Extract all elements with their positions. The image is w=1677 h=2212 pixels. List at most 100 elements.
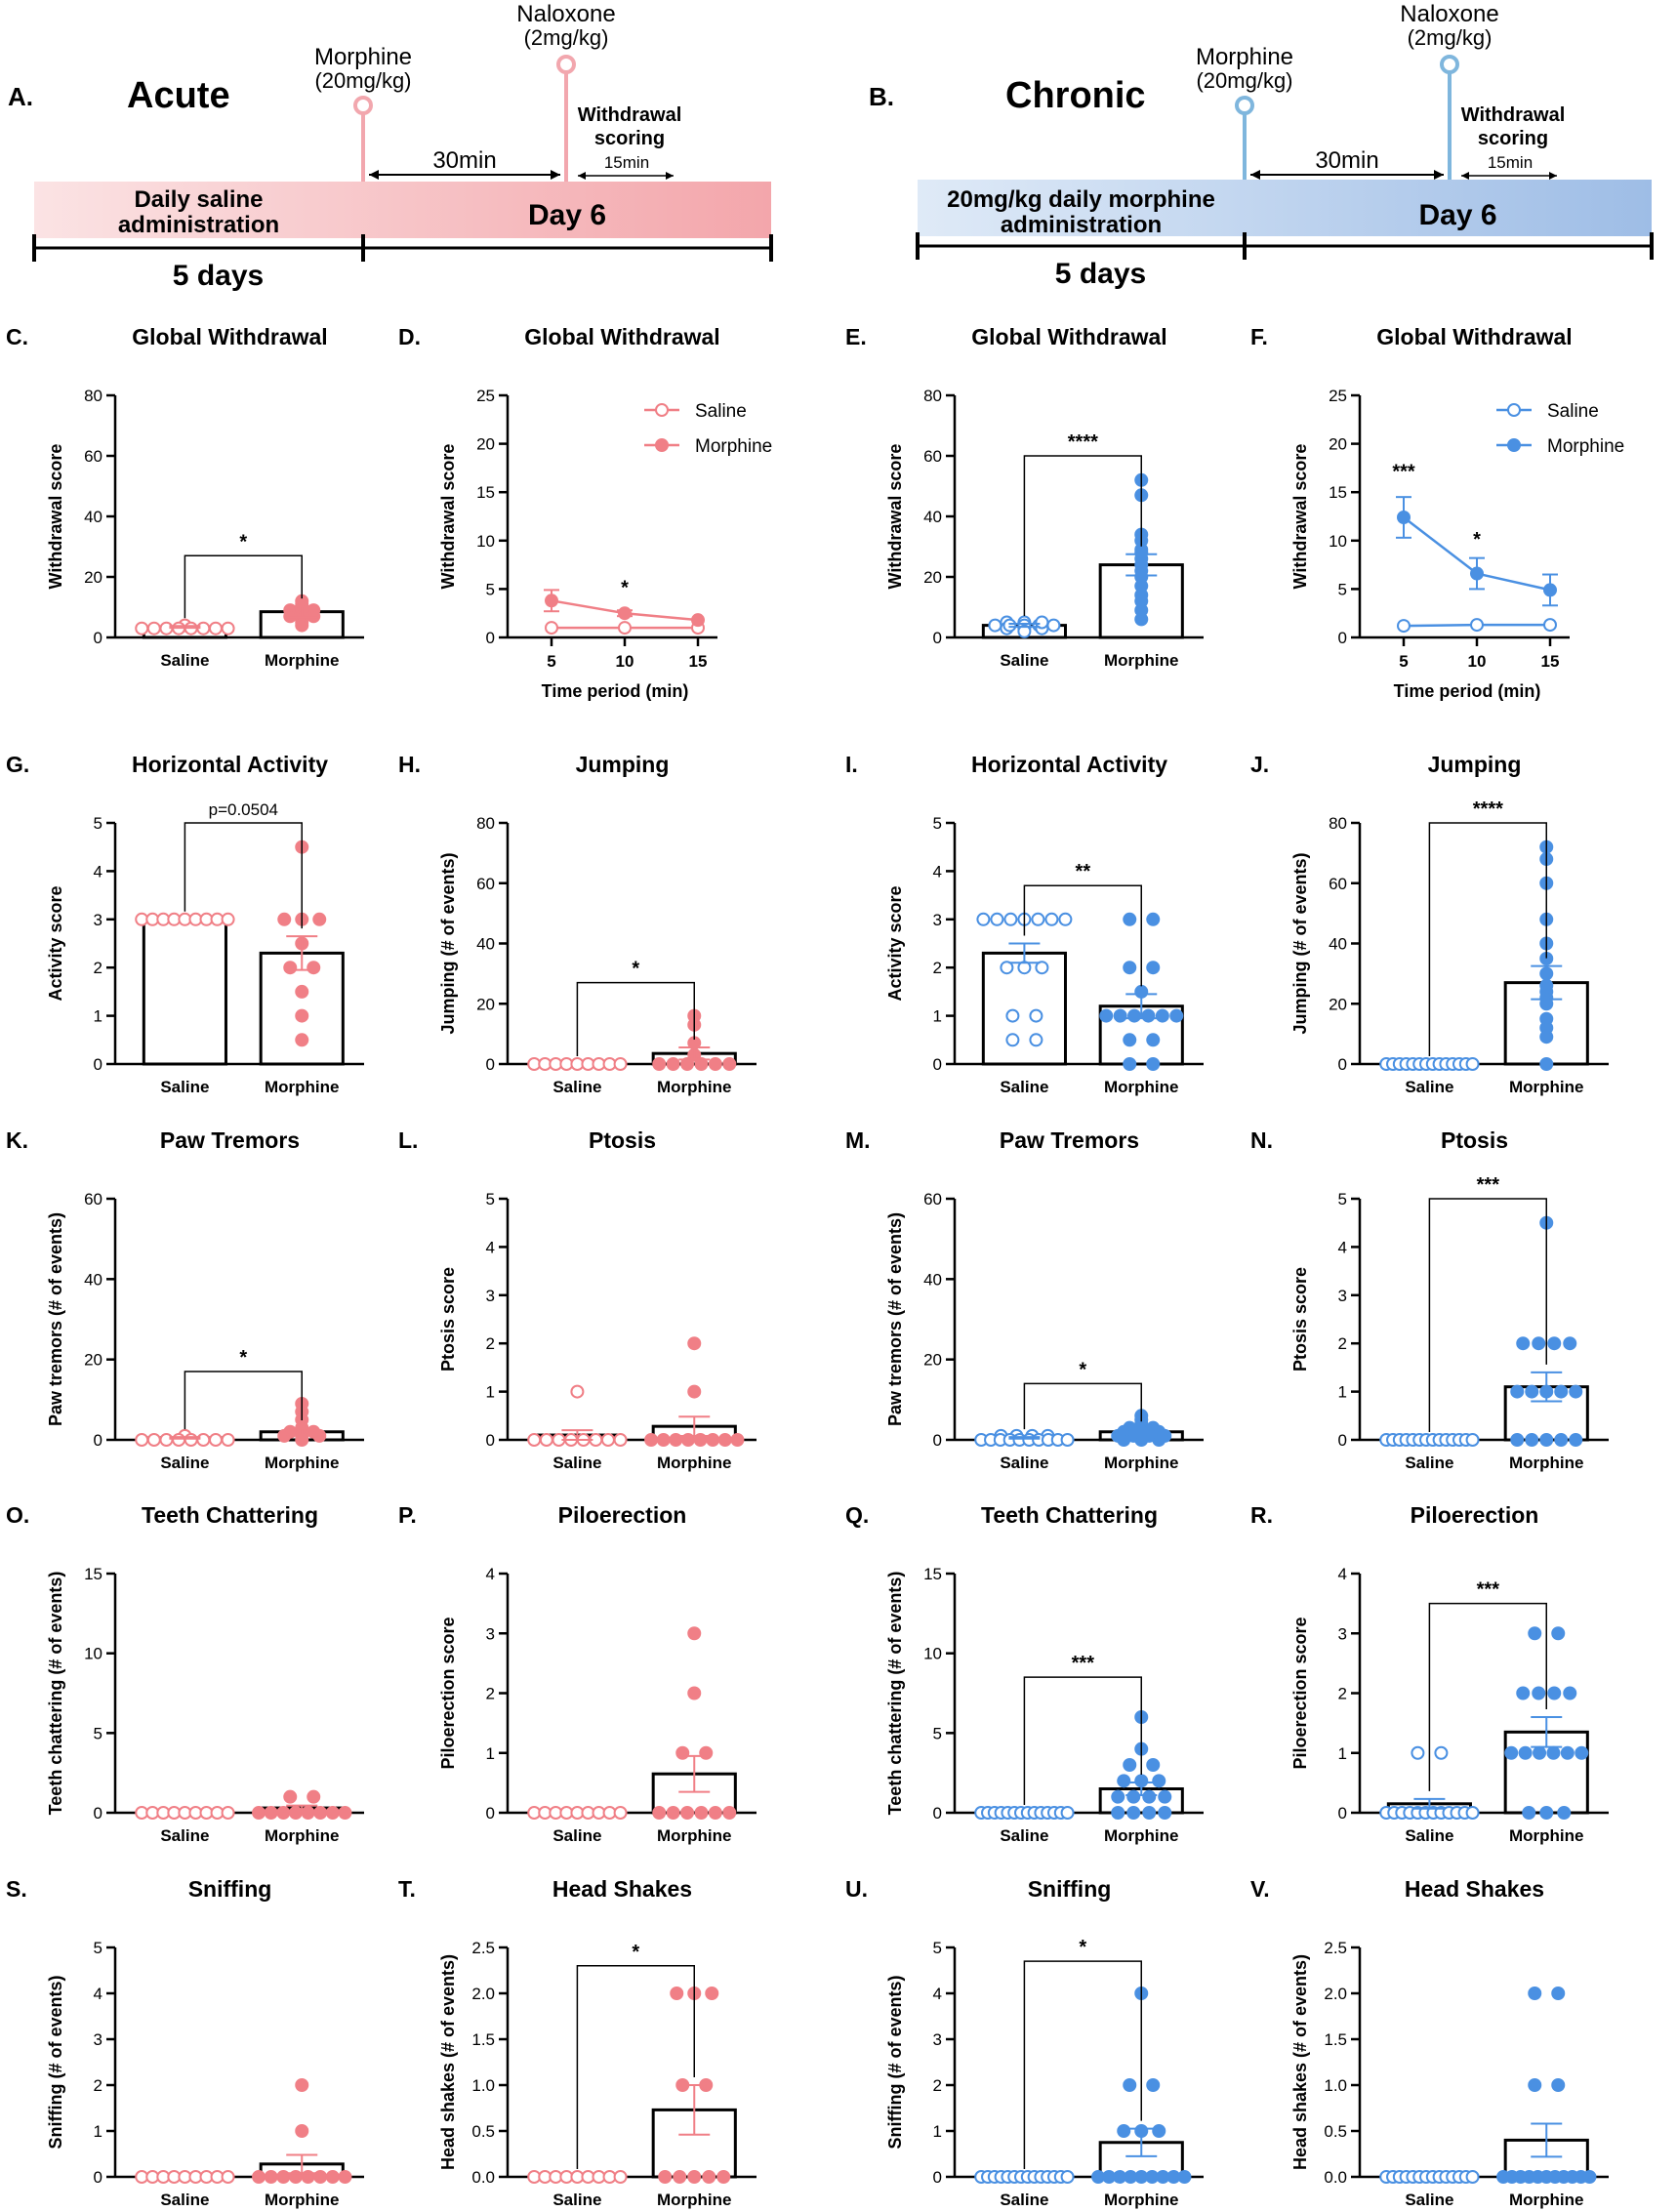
y-axis-label: Paw tremors (# of events) <box>46 1212 65 1426</box>
data-point <box>676 1747 688 1759</box>
y-axis-label: Teeth chattering (# of events) <box>885 1572 905 1816</box>
chart-title: Jumping <box>1428 752 1522 777</box>
panel-letter: I. <box>845 752 858 777</box>
data-point <box>541 1434 552 1446</box>
data-point <box>671 1987 682 1999</box>
y-tick-label: 3 <box>1338 1287 1347 1305</box>
y-axis-label: Activity score <box>46 885 65 1001</box>
data-point <box>314 1807 326 1819</box>
y-tick-label: 0 <box>94 1804 102 1823</box>
y-tick-label: 0.5 <box>1324 2122 1347 2141</box>
chart-title: Global Withdrawal <box>132 324 327 349</box>
x-tick-label: Morphine <box>265 1826 340 1845</box>
y-tick-label: 5 <box>94 1724 102 1742</box>
data-point <box>717 2171 729 2183</box>
y-tick-label: 20 <box>1329 435 1347 454</box>
y-tick-label: 1.5 <box>1324 2030 1347 2049</box>
data-point <box>703 2171 715 2183</box>
data-point <box>223 623 234 635</box>
baseline-label-2: administration <box>1001 212 1162 238</box>
y-tick-label: 15 <box>1329 483 1347 502</box>
data-point <box>1153 1434 1165 1446</box>
data-point <box>223 1807 234 1819</box>
y-tick-label: 5 <box>933 1939 942 1957</box>
data-point <box>253 2171 265 2183</box>
x-tick-label: Morphine <box>265 2191 340 2209</box>
x-tick-label: 10 <box>1468 652 1487 671</box>
y-tick-label: 0 <box>933 629 942 647</box>
y-tick-label: 3 <box>94 911 102 929</box>
data-point <box>1178 2171 1190 2183</box>
data-point <box>1471 619 1483 631</box>
data-point <box>290 1807 302 1819</box>
y-tick-label: 0.5 <box>471 2122 495 2141</box>
data-point <box>1128 1010 1140 1022</box>
data-point <box>1540 1434 1552 1446</box>
y-tick-label: 2 <box>486 1334 495 1353</box>
y-tick-label: 4 <box>486 1565 495 1583</box>
data-point <box>1124 1759 1135 1771</box>
y-tick-label: 40 <box>923 1270 942 1289</box>
y-tick-label: 1 <box>1338 1383 1347 1402</box>
y-axis-label: Jumping (# of events) <box>438 852 458 1034</box>
data-point <box>1159 1807 1170 1819</box>
data-point <box>528 1434 540 1446</box>
y-tick-label: 0 <box>1338 1804 1347 1823</box>
data-point <box>1552 1627 1564 1639</box>
y-tick-label: 60 <box>923 1190 942 1208</box>
timeline-title: Chronic <box>1005 75 1146 116</box>
data-point <box>148 1434 160 1446</box>
data-point <box>1471 568 1483 580</box>
y-tick-label: 15 <box>923 1565 942 1583</box>
data-point <box>1003 620 1015 632</box>
data-point <box>223 914 234 925</box>
y-tick-label: 15 <box>84 1565 102 1583</box>
data-point <box>1124 1034 1135 1045</box>
y-tick-label: 4 <box>933 1985 942 2003</box>
data-point <box>1533 1337 1544 1349</box>
y-tick-label: 0 <box>486 1431 495 1450</box>
data-point <box>1548 1337 1560 1349</box>
data-point <box>1135 1434 1147 1446</box>
y-axis-label: Head shakes (# of events) <box>1290 1954 1310 2170</box>
x-tick-label: 15 <box>1541 652 1560 671</box>
timeline-B: B. ChronicMorphine(20mg/kg)Naloxone(2mg/k… <box>869 1 1652 290</box>
baseline-label-2: administration <box>118 212 279 238</box>
significance-label: * <box>1473 529 1481 551</box>
chart-I: I. Horizontal Activity012345Activity scor… <box>845 752 1204 1096</box>
data-point <box>327 1807 339 1819</box>
data-point <box>710 1058 721 1070</box>
data-point <box>1045 914 1057 925</box>
interval-label: 30min <box>1315 147 1378 174</box>
x-tick-label: Saline <box>552 1454 601 1472</box>
y-tick-label: 40 <box>84 508 102 526</box>
chart-N: N. Ptosis012345Ptosis scoreSaline Morphine… <box>1250 1127 1609 1472</box>
panel-letter: B. <box>869 82 894 111</box>
y-tick-label: 1 <box>486 1744 495 1763</box>
data-point <box>1505 1747 1517 1759</box>
y-tick-label: 0 <box>94 2168 102 2187</box>
y-tick-label: 20 <box>476 995 495 1013</box>
data-point <box>615 2171 627 2183</box>
data-point <box>1575 1747 1587 1759</box>
bar-saline <box>143 920 225 1064</box>
chart-title: Global Withdrawal <box>524 324 719 349</box>
data-point <box>1030 1034 1042 1045</box>
data-point <box>1147 1759 1159 1771</box>
data-point <box>1159 1791 1170 1803</box>
data-point <box>615 1807 627 1819</box>
chart-title: Global Withdrawal <box>971 324 1166 349</box>
data-point <box>1153 1775 1165 1786</box>
y-tick-label: 40 <box>84 1270 102 1289</box>
x-tick-label: 5 <box>1399 652 1408 671</box>
y-tick-label: 3 <box>486 1287 495 1305</box>
x-tick-label: Morphine <box>657 1454 732 1472</box>
data-point <box>1523 1807 1534 1819</box>
chart-title: Horizontal Activity <box>971 752 1167 777</box>
chart-D: D. Global Withdrawal0510152025Withdrawal … <box>398 324 772 701</box>
y-tick-label: 5 <box>1338 580 1347 598</box>
data-point <box>136 1434 147 1446</box>
y-tick-label: 0 <box>94 629 102 647</box>
panel-letter: C. <box>6 324 28 349</box>
